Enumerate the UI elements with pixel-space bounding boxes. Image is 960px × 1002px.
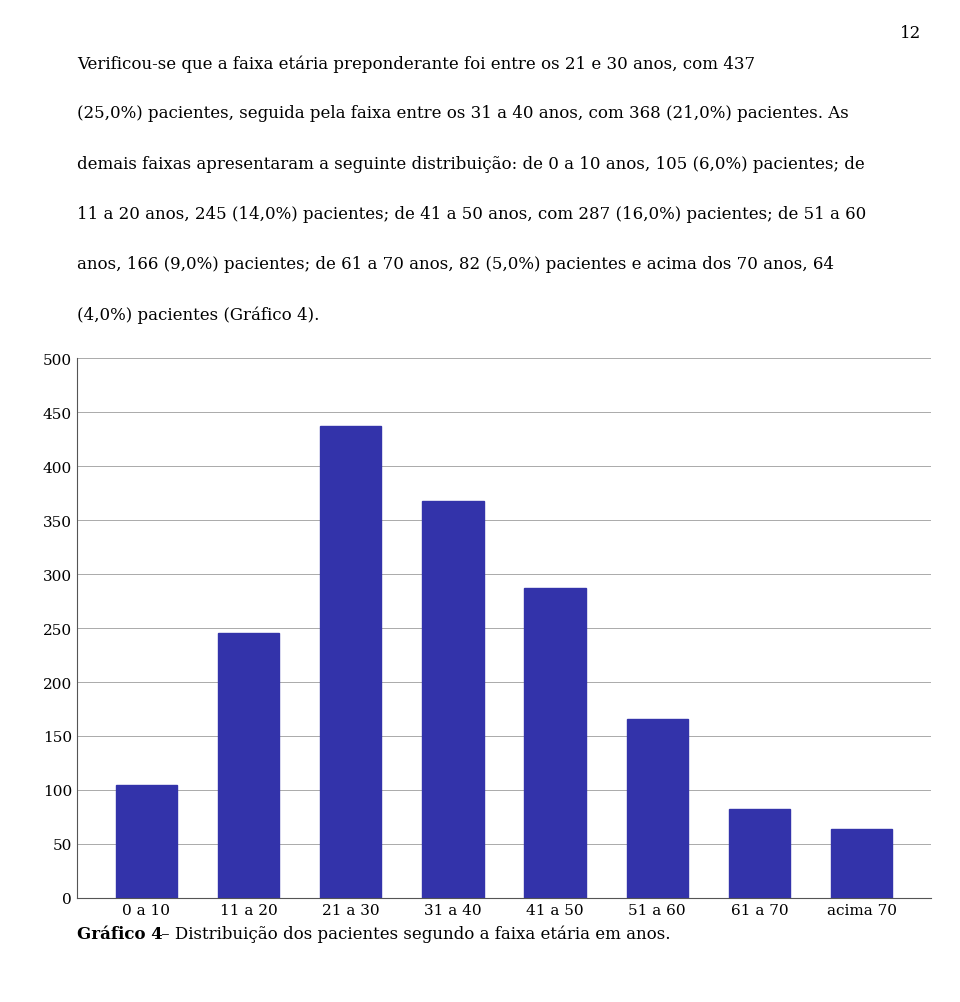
Text: anos, 166 (9,0%) pacientes; de 61 a 70 anos, 82 (5,0%) pacientes e acima dos 70 : anos, 166 (9,0%) pacientes; de 61 a 70 a… xyxy=(77,256,834,273)
Bar xyxy=(831,829,893,898)
Bar xyxy=(115,785,177,898)
Bar xyxy=(218,634,279,898)
Bar xyxy=(422,501,484,898)
Bar xyxy=(627,719,688,898)
Bar xyxy=(524,588,586,898)
Bar xyxy=(320,427,381,898)
Text: Gráfico 4: Gráfico 4 xyxy=(77,925,162,942)
Text: (25,0%) pacientes, seguida pela faixa entre os 31 a 40 anos, com 368 (21,0%) pac: (25,0%) pacientes, seguida pela faixa en… xyxy=(77,105,849,122)
Text: Verificou-se que a faixa etária preponderante foi entre os 21 e 30 anos, com 437: Verificou-se que a faixa etária preponde… xyxy=(77,55,755,72)
Text: 12: 12 xyxy=(900,25,922,42)
Text: demais faixas apresentaram a seguinte distribuição: de 0 a 10 anos, 105 (6,0%) p: demais faixas apresentaram a seguinte di… xyxy=(77,155,865,172)
Bar xyxy=(729,810,790,898)
Text: – Distribuição dos pacientes segundo a faixa etária em anos.: – Distribuição dos pacientes segundo a f… xyxy=(156,925,671,942)
Text: 11 a 20 anos, 245 (14,0%) pacientes; de 41 a 50 anos, com 287 (16,0%) pacientes;: 11 a 20 anos, 245 (14,0%) pacientes; de … xyxy=(77,205,866,222)
Text: (4,0%) pacientes (Gráfico 4).: (4,0%) pacientes (Gráfico 4). xyxy=(77,306,319,324)
